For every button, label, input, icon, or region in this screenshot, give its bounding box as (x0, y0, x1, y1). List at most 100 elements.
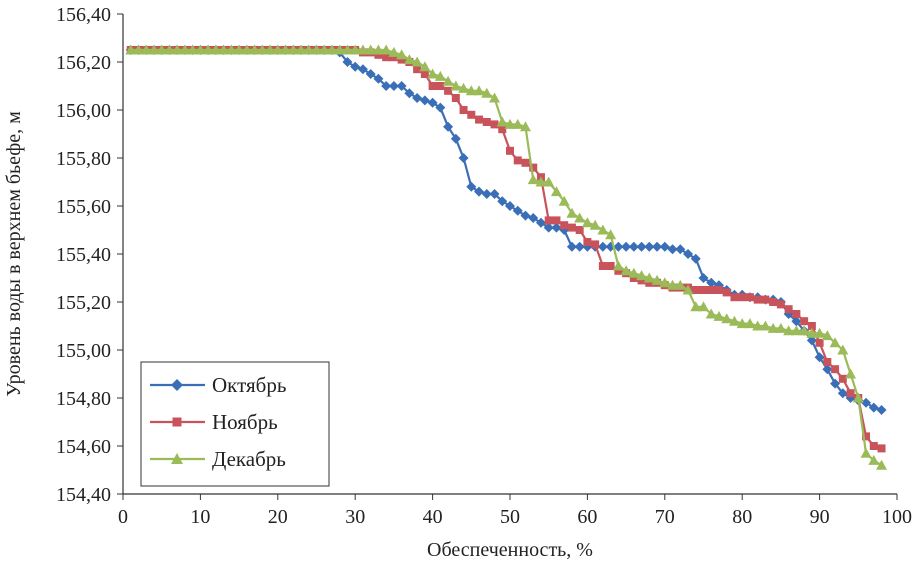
x-tick-label: 90 (810, 506, 830, 528)
data-point-november (451, 94, 460, 102)
data-point-october (543, 222, 554, 233)
data-point-november (490, 120, 499, 129)
data-point-october (683, 249, 694, 259)
data-point-december (814, 327, 826, 338)
data-point-november (792, 310, 801, 318)
data-point-december (403, 54, 415, 65)
data-point-november (831, 365, 840, 374)
data-point-october (861, 397, 872, 408)
data-point-november (560, 221, 569, 230)
data-point-november (753, 295, 762, 304)
data-point-november (769, 298, 778, 306)
x-tick-label: 30 (345, 506, 365, 528)
data-point-december (264, 44, 276, 55)
data-point-december (574, 212, 586, 223)
data-point-october (412, 93, 423, 103)
data-point-october (404, 88, 415, 99)
data-point-october (830, 378, 841, 389)
data-point-october (652, 241, 663, 252)
data-point-december (558, 195, 570, 206)
data-point-december (241, 44, 253, 55)
data-point-december (442, 75, 454, 86)
data-point-december (280, 44, 292, 55)
y-tick-label: 155,20 (56, 292, 111, 314)
data-point-december (651, 274, 663, 285)
data-point-december (612, 260, 624, 271)
data-point-december (318, 44, 330, 55)
data-point-november (823, 358, 832, 366)
data-point-december (218, 44, 230, 55)
data-point-november (498, 125, 507, 134)
data-point-october (381, 81, 392, 91)
data-point-december (589, 219, 601, 230)
data-point-november (467, 110, 476, 119)
data-point-december (465, 85, 477, 96)
data-point-october (690, 253, 701, 264)
legend-marker-december (171, 453, 183, 464)
legend-box (140, 361, 330, 487)
data-point-december (543, 176, 555, 187)
y-tick-label: 155,80 (56, 148, 111, 170)
data-point-november (815, 338, 824, 347)
data-point-october (396, 81, 407, 91)
data-point-october (342, 57, 353, 67)
data-point-december (411, 56, 423, 67)
data-point-december (535, 176, 547, 187)
data-point-october (435, 102, 446, 113)
legend-label-december: Декабрь (212, 447, 286, 471)
data-point-december (303, 44, 315, 55)
x-tick-label: 20 (268, 506, 288, 528)
data-point-december (341, 44, 353, 55)
data-point-november (807, 322, 816, 330)
data-point-december (767, 322, 779, 333)
data-point-october (837, 388, 848, 399)
data-point-november (629, 274, 638, 282)
y-tick-label: 156,00 (56, 100, 111, 122)
data-point-december (698, 301, 709, 312)
data-point-october (350, 61, 361, 72)
data-point-november (838, 374, 847, 383)
data-point-november (413, 65, 422, 74)
data-point-december (674, 279, 686, 290)
data-point-october (388, 81, 399, 91)
data-point-november (389, 53, 398, 62)
data-point-december (140, 44, 152, 55)
data-point-october (822, 364, 833, 375)
data-point-december (187, 44, 199, 55)
data-point-november (397, 55, 406, 64)
data-point-november (730, 293, 739, 302)
data-point-december (458, 82, 470, 93)
data-point-december (829, 337, 841, 348)
data-point-december (636, 270, 648, 281)
data-point-december (156, 44, 168, 55)
data-point-november (738, 293, 747, 302)
data-point-november (761, 295, 770, 304)
data-point-october (636, 241, 647, 252)
data-point-november (575, 226, 584, 234)
x-axis-ticks: 0 10 20 30 40 50 60 70 80 90 100 (118, 494, 912, 528)
data-point-november (699, 286, 708, 294)
data-point-october (443, 121, 454, 132)
data-point-december (876, 459, 888, 470)
data-point-november (436, 82, 445, 90)
data-point-december (287, 44, 299, 55)
data-point-november (374, 50, 383, 59)
data-point-december (721, 313, 733, 324)
data-point-october (628, 241, 639, 252)
data-point-december (705, 308, 717, 319)
data-point-november (846, 389, 855, 398)
data-point-october (814, 352, 825, 363)
x-tick-label: 50 (500, 506, 520, 528)
data-point-december (845, 368, 857, 379)
y-axis-ticks: 154,40 154,60 154,80 155,00 155,20 155,40 155,… (56, 4, 123, 506)
data-point-december (311, 44, 322, 55)
data-point-october (806, 335, 817, 346)
x-tick-label: 60 (577, 506, 597, 528)
data-point-december (605, 229, 617, 240)
data-point-december (550, 186, 562, 197)
data-point-october (373, 73, 384, 84)
data-point-december (860, 447, 872, 458)
data-point-december (798, 325, 810, 336)
data-point-november (745, 293, 754, 302)
